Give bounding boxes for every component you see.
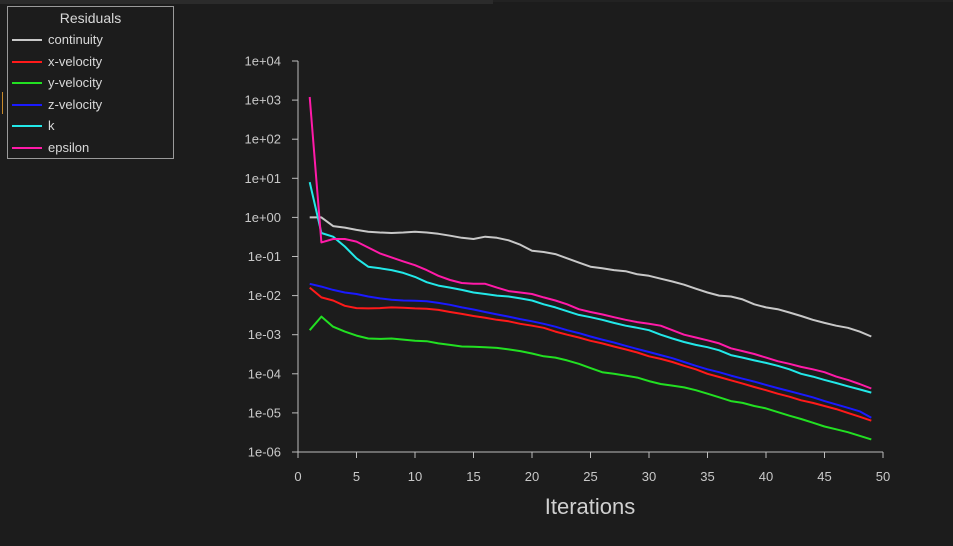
x-tick-label: 20 [525,469,539,484]
legend-item-k[interactable]: k [12,116,172,136]
x-tick-label: 5 [353,469,360,484]
legend-item-z-velocity[interactable]: z-velocity [12,95,172,115]
y-tick-label: 1e+01 [244,171,281,186]
series-line-epsilon [308,96,872,390]
y-tick-label: 1e+02 [244,132,281,147]
axes: 1e-06 1e-05 1e-04 1e-03 1e-02 1e-01 1e+00 1e+01… [244,54,890,485]
top-bar-right [493,0,953,2]
series-line-z-velocity [309,282,872,419]
legend-swatch [12,82,42,84]
x-tick-label: 10 [408,469,422,484]
y-tick-label: 1e+04 [244,54,281,69]
y-tick-label: 1e+00 [244,210,281,225]
y-tick-label: 1e-05 [248,405,281,420]
legend[interactable]: Residuals continuity x-velocity y-velocity… [7,6,174,159]
legend-title: Residuals [59,10,122,26]
x-tick-label: 30 [642,469,656,484]
legend-swatch [12,60,42,63]
legend-item-x-velocity[interactable]: x-velocity [12,52,172,72]
x-tick-label: 45 [817,469,831,484]
legend-swatch [12,125,42,127]
legend-label: k [48,118,55,133]
x-tick-label: 0 [294,469,301,484]
legend-item-continuity[interactable]: continuity [12,30,172,50]
y-tick-label: 1e+03 [244,93,281,108]
series-line-k [308,181,872,394]
x-tick-label: 15 [466,469,480,484]
x-tick-label: 50 [876,469,890,484]
side-handle[interactable] [0,92,3,114]
y-tick-label: 1e-01 [248,249,281,264]
x-axis-label: Iterations [545,494,636,519]
series-lines [308,96,872,441]
x-tick-label: 40 [759,469,773,484]
y-tick-label: 1e-03 [248,327,281,342]
legend-item-epsilon[interactable]: epsilon [12,138,172,158]
series-line-x-velocity [309,286,872,422]
legend-label: continuity [48,32,103,47]
y-tick-label: 1e-02 [248,288,281,303]
legend-item-y-velocity[interactable]: y-velocity [12,73,172,93]
y-tick-label: 1e-04 [248,366,281,381]
y-tick-label: 1e-06 [248,445,281,460]
series-line-continuity [309,216,872,338]
legend-label: z-velocity [48,96,103,112]
legend-label: x-velocity [48,53,103,69]
top-bar [0,0,493,4]
legend-swatch [12,146,42,149]
legend-swatch [12,103,42,106]
legend-label: y-velocity [48,75,103,90]
x-tick-label: 25 [583,469,597,484]
legend-swatch [12,39,42,41]
series-line-y-velocity [308,315,872,441]
legend-label: epsilon [48,139,90,155]
x-tick-label: 35 [700,469,714,484]
